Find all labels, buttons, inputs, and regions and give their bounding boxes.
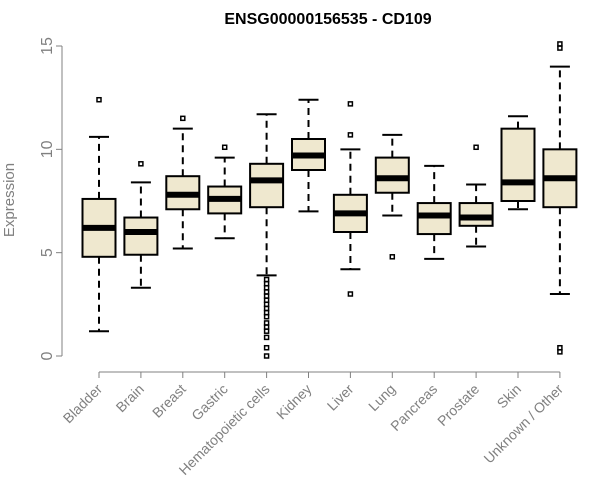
box-group [500,115,536,211]
box-group [123,161,159,289]
outlier-point [473,144,479,151]
box-group [374,133,410,260]
outlier-point [389,254,396,260]
y-axis-label: Expression [1,163,18,237]
chart-title: ENSG00000156535 - CD109 [224,11,431,28]
iqr-box [416,202,452,236]
x-tick-label: Bladder [60,381,106,427]
outlier-point [263,334,270,341]
y-tick-label: 15 [39,37,56,55]
outlier-point [263,344,270,351]
outlier-point [557,41,563,47]
outlier-point [263,353,270,359]
box-group [416,164,452,260]
outlier-point [347,101,354,107]
box-group [165,115,201,250]
y-tick-label: 10 [39,140,56,158]
x-tick-label: Breast [149,381,189,421]
x-tick-label: Liver [324,381,357,414]
iqr-box [500,127,536,203]
x-tick-label: Unknown / Other [480,381,566,467]
box-group [207,144,243,240]
y-tick-label: 5 [39,248,56,257]
iqr-box [458,202,494,227]
iqr-box [374,156,410,194]
x-tick-label: Lung [365,381,398,414]
outlier-point [180,115,186,122]
outlier-point [347,291,354,297]
box-group [291,98,326,213]
x-tick-label: Prostate [434,381,482,429]
outlier-point [347,132,354,138]
x-tick-label: Brain [113,381,147,415]
box-group [542,41,578,355]
x-tick-label: Pancreas [387,381,440,434]
box-group [332,101,368,297]
outlier-point [96,96,102,103]
outlier-point [138,161,144,167]
outlier-point [263,276,270,283]
box-group [81,96,117,333]
outlier-point [263,320,270,326]
x-tick-label: Skin [494,381,525,412]
y-axis: 0 5 10 15 [39,37,63,360]
iqr-box [123,216,159,256]
outlier-point [221,144,228,151]
box-group [249,113,285,359]
y-tick-label: 0 [39,351,56,360]
outlier-point [557,344,563,351]
box-group [458,144,494,248]
iqr-box [249,162,285,209]
x-tick-label: Kidney [273,381,315,423]
plot-area [81,41,578,359]
